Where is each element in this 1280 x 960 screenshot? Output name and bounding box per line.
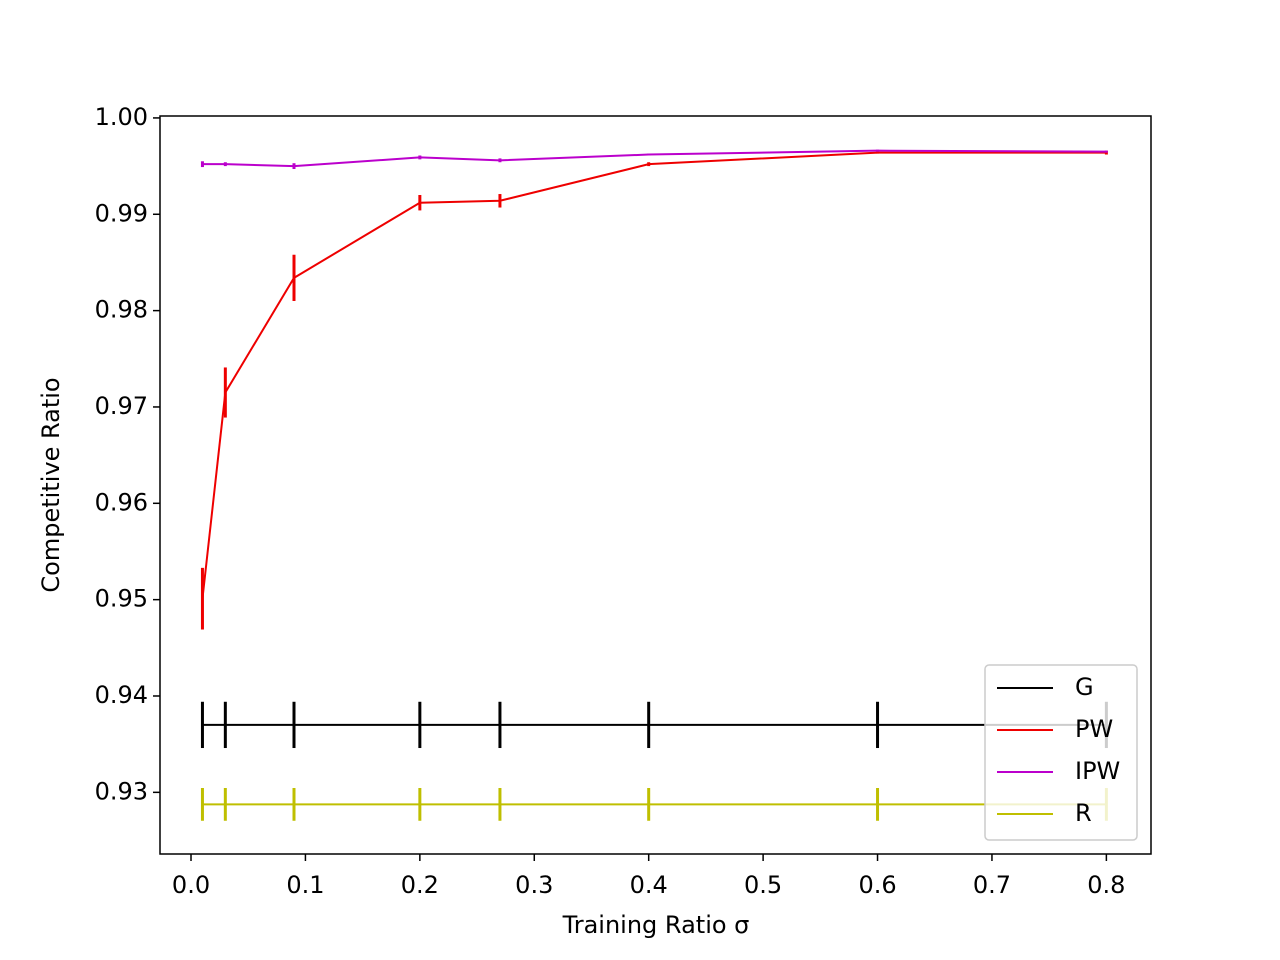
- series-line: [202, 149, 1107, 168]
- legend-label: PW: [1075, 715, 1113, 743]
- y-tick-label: 0.94: [95, 681, 148, 709]
- y-tick-label: 0.98: [95, 296, 148, 324]
- x-tick-label: 0.3: [515, 871, 553, 899]
- series-line: [201, 151, 1107, 599]
- y-tick-label: 0.96: [95, 488, 148, 516]
- plot-frame: [159, 115, 1152, 855]
- x-axis-label: Training Ratio σ: [562, 911, 750, 939]
- x-tick-label: 0.2: [401, 871, 439, 899]
- x-tick-label: 0.5: [744, 871, 782, 899]
- y-tick-label: 0.99: [95, 199, 148, 227]
- y-tick-label: 0.97: [95, 392, 148, 420]
- x-tick-label: 0.8: [1087, 871, 1125, 899]
- y-tick-label: 0.93: [95, 777, 148, 805]
- y-tick-label: 1.00: [95, 103, 148, 131]
- x-tick-label: 0.4: [630, 871, 668, 899]
- legend-label: G: [1075, 673, 1094, 701]
- x-tick-label: 0.7: [973, 871, 1011, 899]
- legend-label: IPW: [1075, 757, 1120, 785]
- legend-box: [984, 664, 1138, 841]
- y-tick-label: 0.95: [95, 585, 148, 613]
- legend: G PW IPW R: [984, 664, 1138, 841]
- x-tick-label: 0.6: [858, 871, 896, 899]
- legend-label: R: [1075, 799, 1092, 827]
- x-tick-label: 0.0: [172, 871, 210, 899]
- x-tick-label: 0.1: [286, 871, 324, 899]
- y-axis-label: Competitive Ratio: [37, 377, 65, 592]
